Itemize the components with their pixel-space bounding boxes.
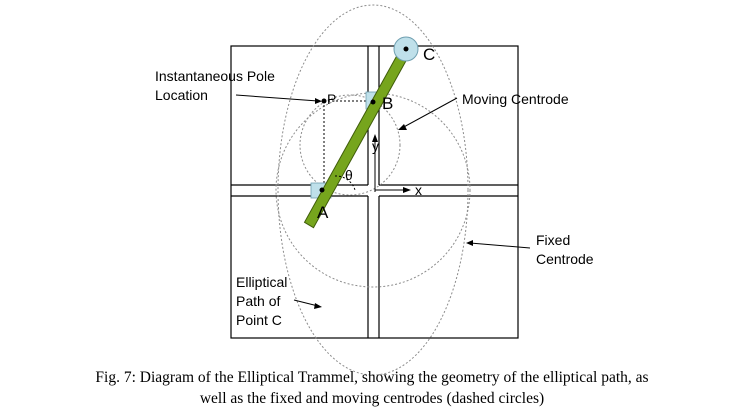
label-elliptical-line2: Path of [236,293,280,309]
y-axis-arrowhead [372,134,378,142]
point-b-dot [370,99,376,105]
elliptical-path-arrowhead [314,303,322,309]
x-axis-arrowhead [403,187,411,193]
fixed-centrode-leader [469,242,531,249]
label-moving-centrode: Moving Centrode [462,91,569,107]
label-point-a: A [317,203,329,222]
label-point-p: P [327,91,336,107]
label-point-b: B [382,94,393,113]
label-fixed-line2: Centrode [536,251,594,267]
theta-arc [334,175,356,191]
moving-centrode-arrowhead [398,124,407,130]
pole-leader-line [235,94,319,102]
moving-centrode-leader [401,97,458,129]
caption-line1: Fig. 7: Diagram of the Elliptical Tramme… [95,369,648,386]
label-pole-line2: Location [155,87,208,103]
label-fixed-line1: Fixed [536,232,570,248]
label-elliptical-line1: Elliptical [236,274,287,290]
elliptical-path-of-c [277,4,469,376]
point-p-dot [321,98,327,104]
caption-line2: well as the fixed and moving centrodes (… [200,390,544,407]
moving-centrode-circle [299,94,401,196]
label-pole-line1: Instantaneous Pole [155,68,275,84]
label-axis-y: y [372,138,379,154]
pole-leader-arrowhead [315,98,322,104]
label-elliptical-line3: Point C [236,312,282,328]
fixed-centrode-arrowhead [466,240,473,246]
trammel-rod [303,46,412,229]
point-c-dot [403,46,409,52]
elliptical-path-leader [293,299,319,307]
label-point-c: C [423,45,435,64]
label-theta: θ [345,167,353,183]
outer-frame [230,45,519,339]
point-a-dot [319,187,325,193]
label-axis-x: x [415,182,422,198]
